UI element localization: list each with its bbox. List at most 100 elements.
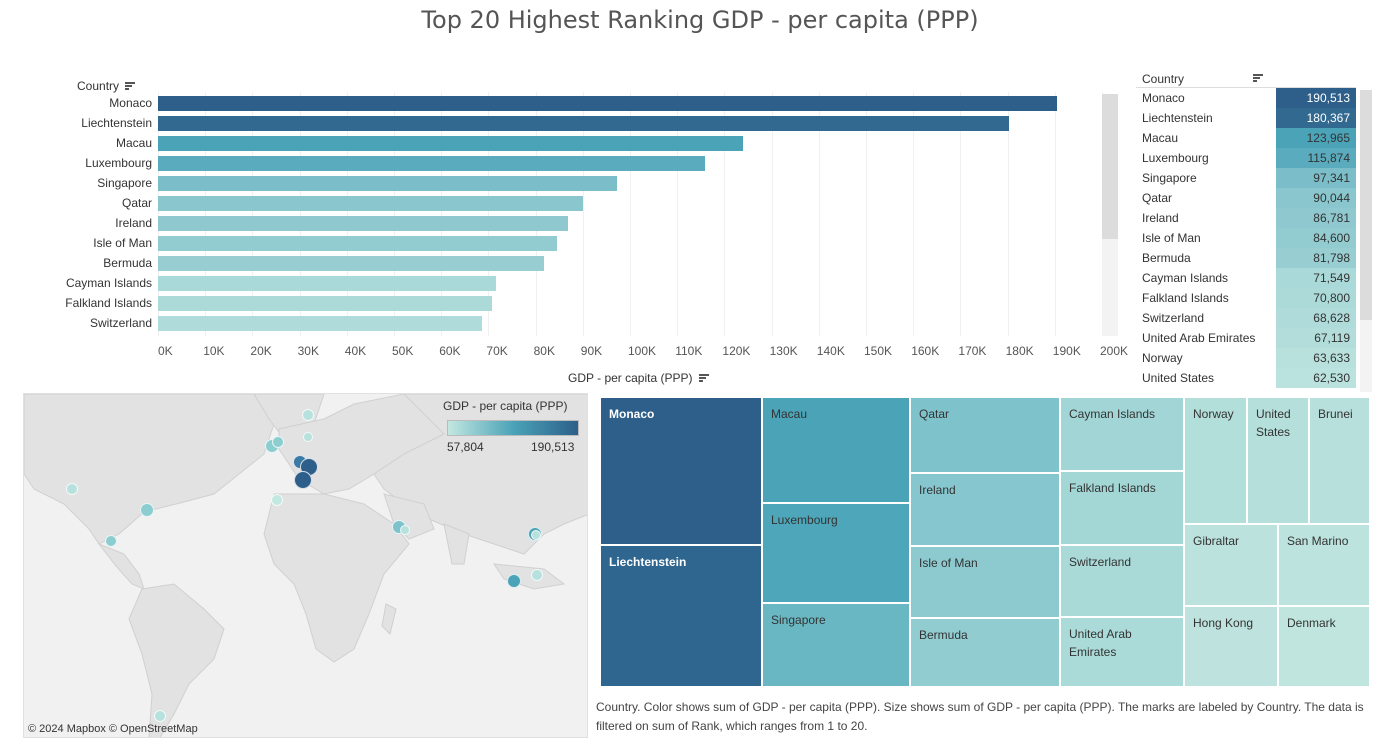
sort-icon[interactable] [1253, 74, 1263, 83]
country-column-header[interactable]: Country [77, 79, 136, 93]
gridline [1054, 92, 1056, 336]
treemap-cell[interactable]: Ireland [910, 473, 1060, 546]
map-dot[interactable] [303, 432, 313, 442]
gridline [818, 92, 820, 336]
table-scrollbar[interactable] [1360, 90, 1372, 392]
gridline [441, 92, 443, 336]
treemap-cell[interactable]: Singapore [762, 603, 910, 687]
bar-label: Luxembourg [85, 156, 152, 170]
treemap-cell[interactable]: Isle of Man [910, 546, 1060, 618]
bar[interactable] [158, 296, 493, 311]
bar-scrollbar-thumb[interactable] [1102, 94, 1118, 239]
bar[interactable] [158, 316, 482, 331]
table-row[interactable]: Cayman Islands 71,549 [1136, 268, 1356, 288]
treemap-cell[interactable]: Norway [1184, 397, 1247, 524]
treemap-cell[interactable]: United Arab Emirates [1060, 617, 1184, 687]
table-row[interactable]: Monaco 190,513 [1136, 88, 1356, 108]
table-row[interactable]: United States 62,530 [1136, 368, 1356, 388]
x-tick-label: 60K [439, 344, 461, 358]
gridline [913, 92, 915, 336]
bar[interactable] [158, 276, 496, 291]
gridline [1007, 92, 1009, 336]
bar[interactable] [158, 116, 1010, 131]
map-dot[interactable] [154, 710, 166, 722]
treemap-cell[interactable]: Monaco [600, 397, 762, 545]
table-value: 70,800 [1276, 288, 1356, 308]
treemap-cell[interactable]: Bermuda [910, 618, 1060, 687]
table-row[interactable]: Singapore 97,341 [1136, 168, 1356, 188]
table-row[interactable]: Norway 63,633 [1136, 348, 1356, 368]
map-attribution[interactable]: © 2024 Mapbox © OpenStreetMap [28, 723, 198, 735]
bar[interactable] [158, 196, 583, 211]
map-dot[interactable] [531, 530, 541, 540]
map-dot[interactable] [507, 574, 521, 588]
table-row[interactable]: Falkland Islands 70,800 [1136, 288, 1356, 308]
treemap-cell[interactable]: Denmark [1278, 606, 1370, 687]
treemap-cell[interactable]: Qatar [910, 397, 1060, 473]
gridline [158, 92, 159, 336]
table-value: 123,965 [1276, 128, 1356, 148]
table-row[interactable]: United Arab Emirates 67,119 [1136, 328, 1356, 348]
map-dot[interactable] [302, 409, 314, 421]
bar-label: Macau [115, 136, 152, 150]
table-row[interactable]: Luxembourg 115,874 [1136, 148, 1356, 168]
table-scrollbar-thumb[interactable] [1360, 90, 1372, 320]
bar[interactable] [158, 96, 1058, 111]
bar[interactable] [158, 136, 744, 151]
bar-label: Cayman Islands [65, 276, 152, 290]
treemap-label: San Marino [1287, 534, 1349, 548]
sort-icon[interactable] [698, 374, 709, 383]
x-tick-label: 180K [1005, 344, 1034, 358]
treemap-cell[interactable]: Hong Kong [1184, 606, 1278, 687]
map-dot[interactable] [531, 569, 543, 581]
table-value: 86,781 [1276, 208, 1356, 228]
sort-icon[interactable] [125, 82, 136, 91]
map-dot[interactable] [272, 436, 284, 448]
gridline [724, 92, 726, 336]
table-row[interactable]: Qatar 90,044 [1136, 188, 1356, 208]
bar[interactable] [158, 236, 558, 251]
map-dot[interactable] [294, 471, 312, 489]
bar[interactable] [158, 216, 568, 231]
map-dot[interactable] [140, 503, 154, 517]
treemap-cell[interactable]: United States [1247, 397, 1309, 524]
bar-label: Switzerland [89, 316, 152, 330]
table-country: Isle of Man [1142, 231, 1201, 245]
treemap-cell[interactable]: San Marino [1278, 524, 1370, 606]
treemap-cell[interactable]: Macau [762, 397, 910, 503]
treemap-cell[interactable]: Cayman Islands [1060, 397, 1184, 471]
x-axis-title[interactable]: GDP - per capita (PPP) [568, 371, 709, 385]
world-map[interactable]: GDP - per capita (PPP) 57,804 190,513 © … [23, 393, 588, 738]
treemap: Monaco Liechtenstein Macau Luxembourg Singap… [600, 397, 1370, 687]
x-tick-label: 150K [864, 344, 893, 358]
treemap-cell[interactable]: Liechtenstein [600, 545, 762, 687]
treemap-label: Switzerland [1069, 555, 1132, 569]
treemap-cell[interactable]: Falkland Islands [1060, 471, 1184, 545]
legend-max: 190,513 [531, 440, 575, 454]
table-value: 71,549 [1276, 268, 1356, 288]
gridline [488, 92, 490, 336]
map-dot[interactable] [271, 494, 283, 506]
bar[interactable] [158, 176, 618, 191]
table-row[interactable]: Ireland 86,781 [1136, 208, 1356, 228]
map-dot[interactable] [66, 483, 78, 495]
table-row[interactable]: Macau 123,965 [1136, 128, 1356, 148]
table-row[interactable]: Isle of Man 84,600 [1136, 228, 1356, 248]
bar[interactable] [158, 156, 705, 171]
table-country: Luxembourg [1142, 151, 1209, 165]
bar-scrollbar[interactable] [1102, 94, 1118, 336]
table-value: 90,044 [1276, 188, 1356, 208]
treemap-cell[interactable]: Switzerland [1060, 545, 1184, 617]
gridline [394, 92, 395, 336]
table-row[interactable]: Bermuda 81,798 [1136, 248, 1356, 268]
gridline [582, 92, 584, 336]
treemap-cell[interactable]: Gibraltar [1184, 524, 1278, 606]
bar-label: Singapore [97, 176, 152, 190]
table-row[interactable]: Liechtenstein 180,367 [1136, 108, 1356, 128]
map-dot[interactable] [105, 535, 117, 547]
treemap-cell[interactable]: Luxembourg [762, 503, 910, 603]
table-row[interactable]: Switzerland 68,628 [1136, 308, 1356, 328]
treemap-cell[interactable]: Brunei [1309, 397, 1370, 524]
map-dot[interactable] [400, 525, 410, 535]
bar[interactable] [158, 256, 545, 271]
